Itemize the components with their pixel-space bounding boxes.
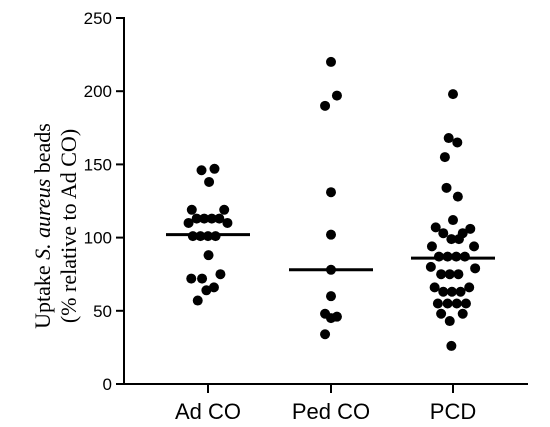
data-point <box>326 187 336 198</box>
y-tick-label: 50 <box>93 302 112 321</box>
data-point <box>219 204 230 215</box>
data-point <box>436 269 447 280</box>
data-point <box>203 250 214 261</box>
data-point <box>465 223 476 234</box>
y-tick-label: 200 <box>84 82 112 101</box>
data-point <box>186 204 197 215</box>
y-axis-title-line1: Uptake S. aureus beads <box>30 123 55 329</box>
data-point <box>209 163 220 174</box>
data-point <box>222 217 233 228</box>
data-point <box>320 100 331 111</box>
data-point <box>429 282 440 293</box>
data-point <box>444 269 455 280</box>
y-tick-label: 150 <box>84 155 112 174</box>
y-tick-label: 0 <box>103 375 112 394</box>
y-axis-title-prefix: Uptake <box>30 260 55 329</box>
data-point <box>326 56 336 67</box>
data-point <box>197 273 208 284</box>
data-point <box>442 298 453 309</box>
x-category-label: Ad CO <box>175 399 241 424</box>
data-point <box>438 228 449 239</box>
data-point <box>206 213 217 224</box>
group-pcd <box>411 89 495 351</box>
data-point <box>436 308 447 319</box>
data-point <box>208 282 219 293</box>
data-point <box>196 165 207 176</box>
data-point <box>326 313 336 324</box>
y-axis-title-suffix: beads <box>30 123 55 179</box>
data-point <box>192 295 203 306</box>
data-point <box>453 269 464 280</box>
data-point <box>320 329 331 340</box>
group-ped-co <box>289 56 373 340</box>
data-point <box>443 133 454 144</box>
y-axis: 0 50 100 150 200 250 <box>84 9 125 394</box>
data-point <box>214 213 225 224</box>
data-point <box>191 213 202 224</box>
data-point <box>470 263 481 274</box>
data-point <box>438 286 449 297</box>
data-point <box>469 241 480 252</box>
y-axis-title-species: S. aureus <box>30 179 55 260</box>
data-point <box>199 213 210 224</box>
x-category-label: PCD <box>430 399 476 424</box>
data-point <box>457 308 468 319</box>
y-tick-label: 100 <box>84 229 112 248</box>
data-point <box>331 90 342 101</box>
data-point <box>432 298 443 309</box>
data-point <box>448 215 458 226</box>
data-point <box>460 298 471 309</box>
data-point <box>452 137 463 148</box>
data-point <box>446 340 457 351</box>
data-point <box>186 273 197 284</box>
data-point <box>464 282 475 293</box>
data-point <box>441 182 452 193</box>
plot-area <box>166 56 495 351</box>
data-point <box>446 234 457 245</box>
data-point <box>425 261 436 272</box>
data-point <box>451 298 462 309</box>
data-point <box>204 176 215 187</box>
group-ad-co <box>166 163 250 306</box>
x-axis: Ad CO Ped CO PCD <box>124 383 528 424</box>
y-axis-title-line2: (% relative to Ad CO) <box>56 129 81 323</box>
y-tick-label: 250 <box>84 9 112 28</box>
data-point <box>455 286 466 297</box>
data-point <box>326 229 336 240</box>
data-point <box>448 89 458 100</box>
x-category-label: Ped CO <box>292 399 370 424</box>
data-point <box>444 316 455 327</box>
y-axis-title: Uptake S. aureus beads (% relative to Ad… <box>30 123 81 329</box>
data-point <box>183 217 194 228</box>
data-point <box>426 241 437 252</box>
data-point <box>453 234 464 245</box>
data-point <box>430 222 441 233</box>
data-point <box>439 152 450 163</box>
data-point <box>446 286 457 297</box>
data-point <box>201 285 212 296</box>
data-point <box>215 269 226 280</box>
data-point <box>326 291 336 302</box>
data-point <box>452 191 463 202</box>
